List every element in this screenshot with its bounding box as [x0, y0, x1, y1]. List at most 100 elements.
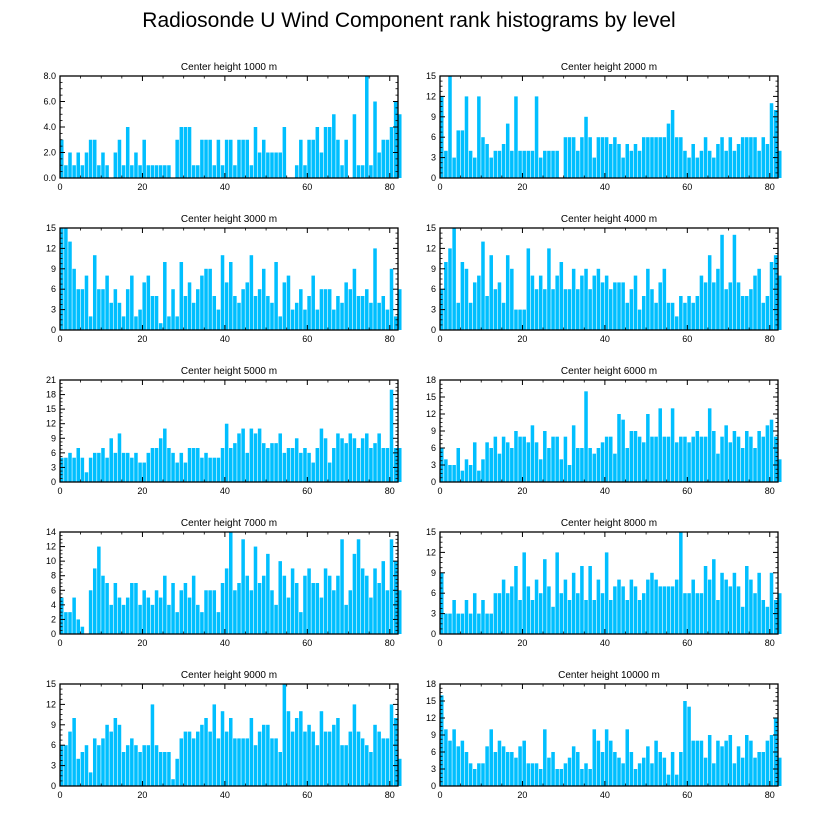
bar: [728, 442, 733, 482]
bar: [208, 457, 212, 482]
bar: [538, 275, 543, 330]
bar: [481, 241, 485, 330]
bar: [778, 459, 782, 482]
bar: [778, 757, 782, 786]
bar: [398, 289, 402, 330]
bar: [551, 606, 555, 634]
bar: [707, 408, 712, 482]
panel-10: Center height 10000 m 0 3 6 9 12 15 18 0 20 40 60 80: [426, 670, 782, 800]
bar: [105, 457, 109, 482]
bar: [241, 738, 245, 786]
y-tick-label: 3: [431, 460, 436, 470]
bar: [154, 296, 159, 330]
y-tick-label: 8: [51, 571, 56, 581]
bar: [555, 150, 559, 178]
bar: [68, 452, 72, 482]
bar: [109, 302, 113, 330]
bar: [567, 757, 572, 786]
bar: [716, 268, 720, 330]
bar: [695, 157, 700, 178]
bar: [315, 127, 320, 178]
bar: [522, 740, 526, 786]
bar: [691, 144, 695, 178]
bar: [707, 150, 712, 178]
bar: [555, 552, 559, 634]
bar: [332, 724, 336, 786]
y-tick-label: 6: [51, 284, 56, 294]
bar: [629, 579, 634, 634]
bar: [464, 268, 469, 330]
bar: [179, 127, 184, 178]
bar: [452, 157, 456, 178]
bar: [76, 619, 81, 634]
bar: [720, 572, 724, 634]
bar: [699, 150, 704, 178]
bar: [687, 296, 691, 330]
y-tick-label: 12: [426, 713, 436, 723]
y-tick-label: 6: [51, 448, 56, 458]
bar: [571, 425, 576, 482]
bar: [92, 738, 97, 786]
bar: [761, 137, 766, 178]
bar: [444, 459, 448, 482]
bar: [460, 613, 465, 634]
bar: [150, 296, 155, 330]
bar: [344, 282, 348, 330]
bar: [336, 718, 340, 786]
bar: [633, 431, 638, 482]
bar: [538, 593, 543, 634]
bar: [92, 255, 97, 330]
bar: [64, 228, 68, 330]
bar: [641, 442, 646, 482]
panel-title: Center height 7000 m: [181, 518, 277, 529]
bar: [707, 255, 712, 330]
bar: [340, 539, 344, 634]
bar: [736, 436, 741, 482]
bar: [658, 752, 662, 786]
y-tick-label: 0: [51, 477, 56, 487]
bar: [109, 604, 113, 634]
bar: [773, 436, 778, 482]
bar: [609, 289, 613, 330]
bar: [633, 769, 638, 786]
bar: [514, 96, 518, 178]
bar: [613, 586, 617, 634]
bar: [249, 165, 254, 178]
y-tick-label: 3: [431, 764, 436, 774]
bar: [464, 96, 469, 178]
bar: [712, 559, 716, 634]
bar: [728, 282, 733, 330]
bar: [113, 152, 118, 178]
bar: [604, 552, 609, 634]
bar: [456, 613, 461, 634]
bar: [646, 268, 650, 330]
bar: [464, 752, 469, 786]
bar: [761, 752, 766, 786]
bar: [514, 431, 518, 482]
bar: [315, 448, 320, 482]
bar: [662, 757, 667, 786]
bar: [352, 704, 357, 786]
bar: [154, 165, 159, 178]
bar: [332, 590, 336, 634]
bar: [477, 96, 481, 178]
bar: [385, 309, 390, 330]
bar: [538, 769, 543, 786]
bar: [245, 139, 250, 178]
x-tick-label: 60: [682, 334, 692, 344]
bar: [175, 316, 179, 330]
bar: [294, 583, 299, 634]
panel-1: Center height 1000 m 0.0 2.0 4.0 6.0 8.0 0 20 40…: [43, 62, 402, 192]
bar: [200, 139, 204, 178]
bar: [241, 539, 245, 634]
bar: [662, 436, 667, 482]
bar: [584, 268, 588, 330]
x-tick-label: 80: [385, 334, 395, 344]
bar: [683, 593, 687, 634]
bar: [510, 448, 514, 482]
bar: [683, 150, 687, 178]
bar: [290, 448, 295, 482]
bar: [385, 590, 390, 634]
bar: [187, 282, 192, 330]
bar: [600, 137, 605, 178]
